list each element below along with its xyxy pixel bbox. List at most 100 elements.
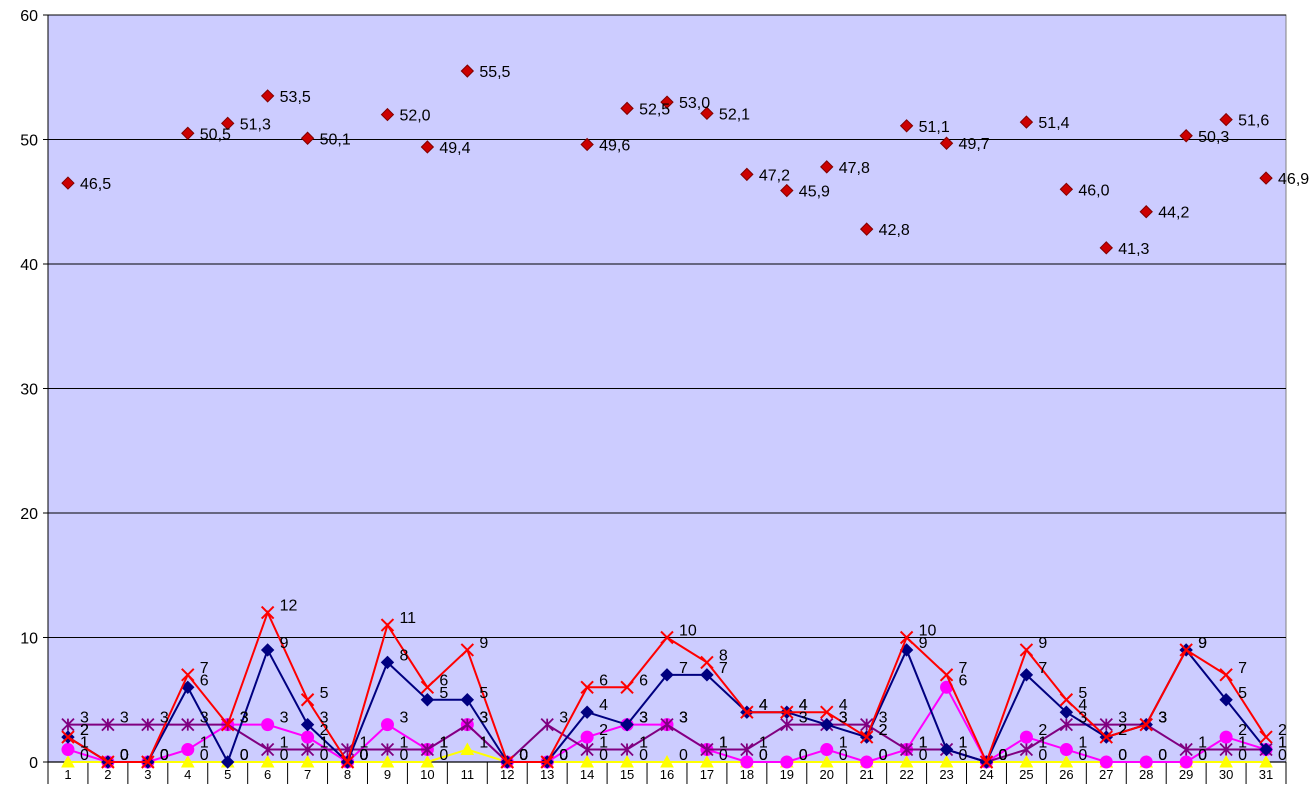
label-temperature-11: 55,5 (479, 64, 510, 81)
label-temperature-31: 46,9 (1278, 171, 1309, 188)
point-navy-diamond-15 (620, 717, 634, 732)
x-tick-label-21: 21 (859, 767, 873, 782)
point-red-x-15 (620, 680, 634, 695)
label-temperature-27: 41,3 (1118, 241, 1149, 258)
label-purple-star-13: 3 (559, 710, 568, 727)
label-temperature-25: 51,4 (1038, 115, 1069, 132)
label-temperature-28: 44,2 (1158, 205, 1189, 222)
label-red-x-15: 6 (639, 672, 648, 689)
point-yellow-triangle-31 (1259, 754, 1273, 768)
label-navy-diamond-2: 0 (120, 747, 129, 764)
label-temperature-1: 46,5 (80, 176, 111, 193)
label-red-x-27: 2 (1118, 722, 1127, 739)
point-navy-diamond-23 (939, 742, 954, 757)
label-yellow-triangle-9: 0 (399, 747, 408, 764)
point-yellow-triangle-14 (580, 754, 594, 768)
label-magenta-circle-4: 1 (200, 735, 209, 752)
label-magenta-circle-28: 0 (1158, 747, 1167, 764)
label-red-x-17: 8 (719, 647, 728, 664)
label-purple-star-6: 1 (280, 735, 289, 752)
x-tick-label-7: 7 (304, 767, 311, 782)
label-navy-diamond-16: 7 (679, 660, 688, 677)
label-red-x-4: 7 (200, 660, 209, 677)
point-temperature-14 (580, 137, 594, 152)
label-navy-diamond-6: 9 (280, 635, 289, 652)
label-magenta-circle-10: 1 (439, 735, 448, 752)
point-magenta-circle-4 (181, 743, 195, 757)
label-red-x-1: 2 (80, 722, 89, 739)
point-red-x-17 (700, 655, 714, 670)
label-navy-diamond-23: 1 (959, 735, 968, 752)
point-temperature-31 (1259, 171, 1273, 185)
point-red-x-20 (820, 705, 834, 719)
point-red-x-2 (101, 755, 115, 769)
x-tick-label-10: 10 (420, 767, 434, 782)
label-red-x-7: 5 (320, 685, 329, 702)
label-purple-star-28: 3 (1158, 710, 1167, 727)
label-red-x-16: 10 (679, 623, 697, 640)
label-yellow-triangle-18: 0 (759, 747, 768, 764)
x-tick-label-4: 4 (184, 767, 191, 782)
point-yellow-triangle-4 (180, 754, 195, 768)
x-tick-label-19: 19 (780, 767, 794, 782)
point-purple-star-16 (660, 718, 674, 732)
point-magenta-circle-7 (301, 730, 315, 744)
point-red-x-7 (300, 693, 315, 707)
label-purple-star-26: 3 (1078, 710, 1087, 727)
label-temperature-4: 50,5 (200, 126, 231, 143)
label-magenta-circle-6: 3 (280, 710, 289, 727)
label-red-x-18: 4 (759, 697, 768, 714)
label-purple-star-15: 1 (639, 735, 648, 752)
point-red-x-27 (1099, 730, 1113, 744)
label-purple-star-25: 1 (1038, 735, 1047, 752)
point-navy-diamond-17 (700, 668, 714, 682)
point-temperature-27 (1099, 241, 1113, 255)
point-temperature-30 (1219, 112, 1233, 127)
x-tick-label-27: 27 (1099, 767, 1113, 782)
label-navy-diamond-21: 2 (879, 722, 888, 739)
point-red-x-12 (500, 755, 514, 769)
point-navy-diamond-11 (460, 693, 475, 707)
x-tick-label-17: 17 (700, 767, 714, 782)
point-red-x-22 (899, 630, 914, 645)
label-red-x-31: 2 (1278, 722, 1287, 739)
label-purple-star-29: 1 (1198, 735, 1207, 752)
y-tick-label-20: 20 (20, 506, 38, 523)
label-navy-diamond-18: 4 (759, 697, 768, 714)
label-navy-diamond-28: 3 (1158, 710, 1167, 727)
point-purple-star-22 (899, 742, 914, 757)
point-yellow-triangle-11 (460, 742, 475, 756)
point-purple-star-18 (740, 742, 754, 757)
x-tick-label-9: 9 (384, 767, 391, 782)
y-tick-label-10: 10 (20, 631, 38, 648)
label-purple-star-18: 1 (759, 735, 768, 752)
label-navy-diamond-1: 2 (80, 722, 89, 739)
point-purple-star-29 (1179, 742, 1193, 757)
label-magenta-circle-23: 6 (959, 672, 968, 689)
x-tick-label-12: 12 (500, 767, 514, 782)
point-red-x-13 (540, 755, 554, 769)
point-navy-diamond-9 (380, 655, 395, 670)
point-magenta-circle-14 (580, 730, 594, 744)
point-yellow-triangle-25 (1019, 754, 1034, 768)
label-navy-diamond-14: 4 (599, 697, 608, 714)
label-purple-star-20: 3 (839, 710, 848, 727)
x-tick-label-2: 2 (104, 767, 111, 782)
label-magenta-circle-19: 0 (799, 747, 808, 764)
label-magenta-circle-18: 0 (759, 747, 768, 764)
point-magenta-circle-28 (1139, 755, 1153, 769)
point-temperature-15 (620, 101, 634, 116)
label-magenta-circle-11: 3 (479, 710, 488, 727)
label-yellow-triangle-27: 0 (1118, 747, 1127, 764)
label-red-x-30: 7 (1238, 660, 1247, 677)
label-magenta-circle-1: 1 (80, 735, 89, 752)
label-purple-star-14: 1 (599, 735, 608, 752)
point-purple-star-9 (380, 742, 395, 757)
label-purple-star-30: 1 (1238, 735, 1247, 752)
y-tick-label-40: 40 (20, 257, 38, 274)
label-red-x-9: 11 (399, 610, 416, 627)
point-purple-star-27 (1099, 718, 1113, 732)
x-tick-label-24: 24 (979, 767, 993, 782)
label-navy-diamond-11: 5 (479, 685, 488, 702)
